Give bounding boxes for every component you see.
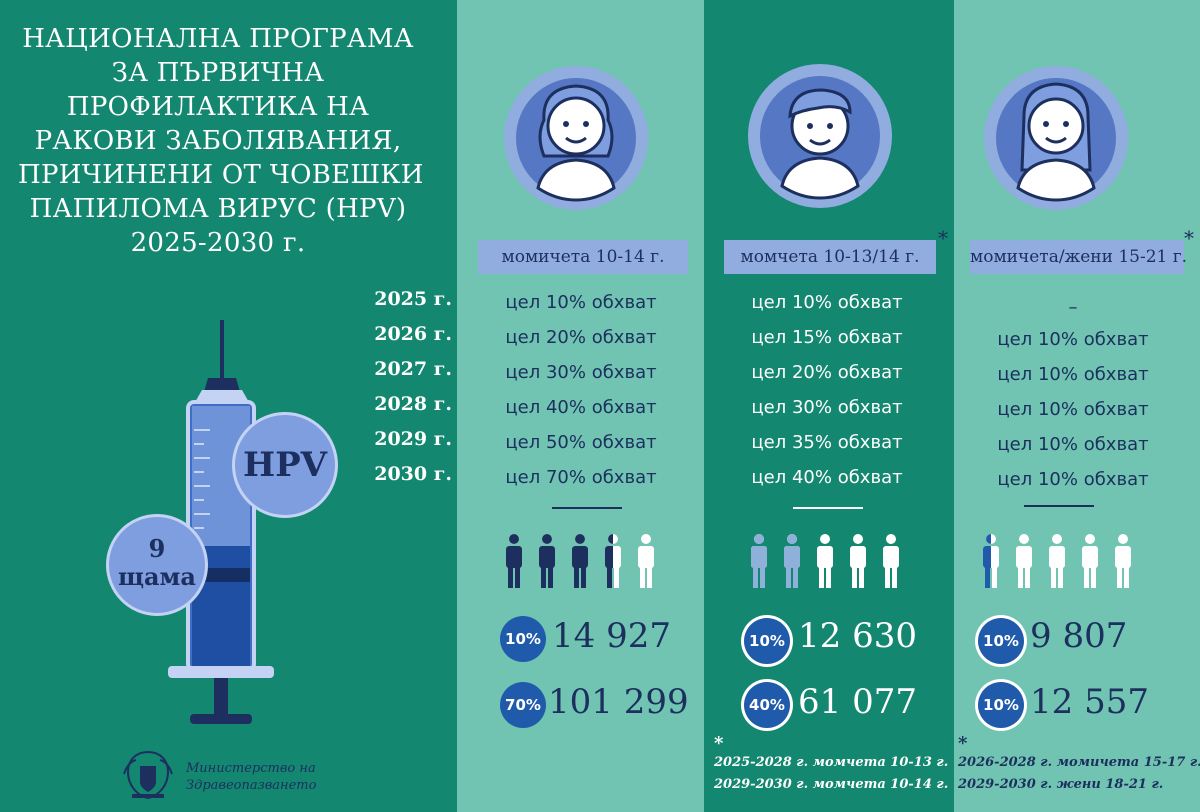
group-label-boys: момчета 10-13/14 г. (724, 240, 936, 274)
boy-avatar (748, 64, 892, 208)
ministry-crest-icon (123, 750, 173, 800)
year-label: 2026 г. (374, 323, 452, 345)
year-label: 2025 г. (374, 288, 452, 310)
ministry-line2: Здравеопазването (186, 778, 317, 793)
hpv-badge: HPV (232, 412, 338, 518)
divider (793, 507, 863, 509)
goal-text: цел 10% обхват (751, 292, 903, 313)
goal-text: цел 10% обхват (997, 329, 1149, 350)
footnote-mark: * (958, 733, 968, 754)
count-value: 14 927 (552, 616, 671, 656)
person-icon (1016, 534, 1032, 588)
divider (1024, 505, 1094, 507)
girl-avatar-icon (516, 78, 636, 202)
count-value: 12 630 (798, 616, 917, 656)
ministry-line1: Министерство на (186, 761, 316, 776)
girl-avatar (504, 66, 648, 210)
percent-badge: 10% (978, 618, 1024, 664)
group-label-girls: момичета 10-14 г. (478, 240, 688, 274)
people-row-girls (503, 533, 673, 593)
page-title: НАЦИОНАЛНА ПРОГРАМА ЗА ПЪРВИЧНА ПРОФИЛАК… (18, 22, 424, 260)
footnote-mark: * (714, 733, 724, 754)
title-line: ЗА ПЪРВИЧНА (111, 58, 325, 88)
year-label: 2030 г. (374, 463, 452, 485)
people-row-boys (748, 533, 918, 593)
footnote-line: 2025-2028 г. момчета 10-13 г. (714, 755, 949, 770)
count-value: 61 077 (798, 682, 917, 722)
person-icon (883, 534, 899, 588)
woman-avatar-icon (996, 78, 1116, 202)
people-row-women (980, 533, 1150, 593)
goal-text: цел 50% обхват (505, 432, 657, 453)
person-icon (638, 534, 654, 588)
goal-text: цел 20% обхват (751, 362, 903, 383)
title-line: ПАПИЛОМА ВИРУС (HPV) (29, 194, 407, 224)
group-asterisk: * (938, 226, 948, 250)
count-value: 101 299 (548, 682, 689, 722)
year-label: 2027 г. (374, 358, 452, 380)
goal-text: цел 10% обхват (997, 399, 1149, 420)
percent-badge: 10% (500, 616, 546, 662)
person-icon (539, 534, 555, 588)
goal-text: цел 70% обхват (505, 467, 657, 488)
person-icon (1115, 534, 1131, 588)
hpv-label: HPV (242, 445, 328, 485)
title-line: ПРИЧИНЕНИ ОТ ЧОВЕШКИ (18, 160, 424, 190)
title-line: НАЦИОНАЛНА ПРОГРАМА (22, 24, 414, 54)
goal-text: цел 40% обхват (751, 467, 903, 488)
goal-text: цел 15% обхват (751, 327, 903, 348)
footnote-line: 2026-2028 г. момичета 15-17 г. (958, 755, 1200, 770)
percent-badge: 10% (978, 682, 1024, 728)
goal-text: цел 10% обхват (997, 469, 1149, 490)
year-label: 2029 г. (374, 428, 452, 450)
goal-text: цел 35% обхват (751, 432, 903, 453)
percent-badge: 70% (500, 682, 546, 728)
divider (552, 507, 622, 509)
footnote-boys: * 2025-2028 г. момчета 10-13 г. 2029-203… (714, 733, 949, 796)
goal-text: цел 40% обхват (505, 397, 657, 418)
person-icon (1082, 534, 1098, 588)
title-line: ПРОФИЛАКТИКА НА (66, 92, 370, 122)
footnote-line: 2029-2030 г. момчета 10-14 г. (714, 777, 949, 792)
percent-badge: 10% (744, 618, 790, 664)
percent-badge: 40% (744, 682, 790, 728)
person-icon (751, 534, 767, 588)
footnote-line: 2029-2030 г. жени 18-21 г. (958, 777, 1164, 792)
goal-text: – (1068, 297, 1078, 318)
person-icon (983, 534, 999, 588)
person-icon (850, 534, 866, 588)
goal-text: цел 10% обхват (997, 364, 1149, 385)
person-icon (1049, 534, 1065, 588)
woman-avatar (984, 66, 1128, 210)
year-label: 2028 г. (374, 393, 452, 415)
doses-number: 9 (148, 534, 166, 563)
group-asterisk: * (1184, 226, 1194, 250)
goal-text: цел 10% обхват (505, 292, 657, 313)
goal-text: цел 30% обхват (505, 362, 657, 383)
goal-text: цел 20% обхват (505, 327, 657, 348)
title-line: 2025-2030 г. (130, 228, 306, 258)
person-icon (784, 534, 800, 588)
goal-text: цел 30% обхват (751, 397, 903, 418)
boy-avatar-icon (760, 76, 880, 200)
person-icon (572, 534, 588, 588)
footnote-women: * 2026-2028 г. момичета 15-17 г. 2029-20… (958, 733, 1200, 796)
title-line: РАКОВИ ЗАБОЛЯВАНИЯ, (34, 126, 402, 156)
person-icon (605, 534, 621, 588)
ministry-name: Министерство на Здравеопазването (186, 760, 316, 794)
doses-badge: 9 щама (106, 514, 208, 616)
group-label-women: момичета/жени 15-21 г. (970, 240, 1187, 274)
count-value: 12 557 (1030, 682, 1149, 722)
person-icon (817, 534, 833, 588)
doses-word: щама (118, 562, 196, 591)
person-icon (506, 534, 522, 588)
count-value: 9 807 (1030, 616, 1128, 656)
goal-text: цел 10% обхват (997, 434, 1149, 455)
